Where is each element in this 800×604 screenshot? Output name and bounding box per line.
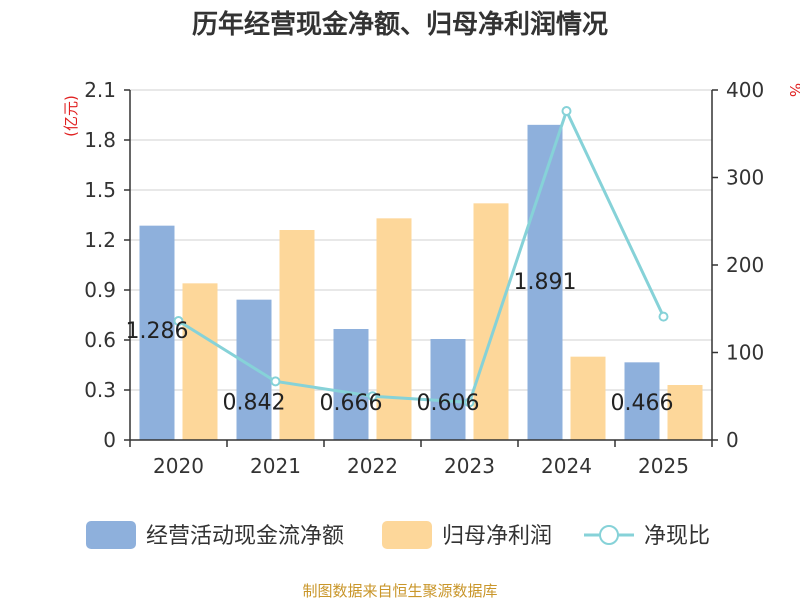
x-axis-tick-label: 2024 — [541, 454, 592, 478]
cashflow-bar — [236, 299, 272, 440]
legend-cashflow-swatch — [86, 521, 136, 549]
left-axis-tick-label: 0.3 — [84, 378, 116, 402]
right-axis-unit: % — [786, 83, 800, 97]
legend-cash-ratio-swatch-marker — [599, 525, 619, 545]
net-profit-bar — [570, 356, 606, 440]
cashflow-bar — [430, 339, 466, 440]
cashflow-data-label: 0.666 — [320, 391, 383, 416]
right-axis-tick-label: 400 — [726, 78, 764, 102]
net-profit-bar — [182, 283, 218, 440]
x-axis-tick-label: 2023 — [444, 454, 495, 478]
cash-ratio-line — [177, 106, 665, 404]
left-axis-tick-label: 2.1 — [84, 78, 116, 102]
cashflow-bar — [333, 329, 369, 440]
right-axis-tick-label: 100 — [726, 341, 764, 365]
x-axis-tick-label: 2022 — [347, 454, 398, 478]
cash-ratio-point — [173, 316, 184, 326]
net-profit-bar — [376, 218, 412, 440]
cashflow-data-label: 1.286 — [126, 319, 189, 344]
cash-ratio-point — [270, 376, 281, 387]
left-axis-unit: (亿元) — [62, 95, 80, 137]
cash-ratio-point — [561, 106, 572, 116]
left-axis-tick-label: 0.6 — [84, 328, 116, 352]
legend-cash-ratio-label: 净现比 — [644, 524, 710, 549]
legend-net-profit: 归母净利润 — [382, 521, 552, 549]
right-axis-tick-label: 200 — [726, 253, 764, 277]
net-profit-bar — [279, 230, 315, 440]
left-axis-tick-label: 1.8 — [84, 128, 116, 152]
source-note: 制图数据来自恒生聚源数据库 — [302, 582, 497, 600]
legend-net-profit-label: 归母净利润 — [442, 524, 552, 549]
left-axis-tick-label: 1.5 — [84, 178, 116, 202]
cashflow-bar — [139, 225, 175, 440]
legend-cashflow: 经营活动现金流净额 — [86, 521, 344, 549]
legend-cash-ratio: 净现比 — [584, 524, 710, 549]
net-profit-bar — [667, 385, 703, 440]
cashflow-data-label: 1.891 — [514, 270, 577, 295]
cash-ratio-point — [658, 311, 669, 322]
left-axis-tick-label: 0 — [103, 428, 116, 452]
x-axis-tick-label: 2020 — [153, 454, 204, 478]
chart-title: 历年经营现金净额、归母净利润情况 — [192, 9, 608, 40]
x-axis-tick-label: 2025 — [638, 454, 689, 478]
net-profit-bar — [473, 203, 509, 440]
left-axis-tick-label: 1.2 — [84, 228, 116, 252]
cashflow-data-label: 0.466 — [611, 391, 674, 416]
cash-ratio-point — [464, 397, 475, 408]
right-axis-tick-label: 0 — [726, 428, 739, 452]
legend-cashflow-label: 经营活动现金流净额 — [146, 524, 344, 549]
x-axis-tick-label: 2021 — [250, 454, 301, 478]
cashflow-bar — [624, 362, 660, 440]
cashflow-data-label: 0.842 — [223, 391, 286, 416]
cash-ratio-point — [367, 391, 378, 402]
right-axis-tick-label: 300 — [726, 166, 764, 190]
cashflow-data-label: 0.606 — [417, 391, 480, 416]
legend-net-profit-swatch — [382, 521, 432, 549]
left-axis-tick-label: 0.9 — [84, 278, 116, 302]
